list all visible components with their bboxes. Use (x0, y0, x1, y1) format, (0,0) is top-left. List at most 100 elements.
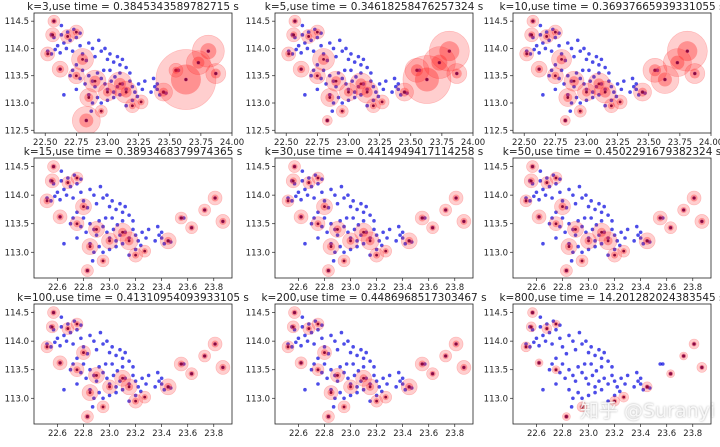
data-point (325, 58, 330, 63)
data-point (625, 373, 630, 378)
data-point (92, 227, 96, 232)
cluster-center (93, 79, 97, 83)
x-tick-label: 23.4 (393, 283, 412, 293)
data-point (547, 73, 551, 78)
data-point (569, 46, 574, 51)
data-point (356, 369, 361, 373)
data-point (118, 93, 122, 97)
data-point (567, 241, 571, 246)
data-point (79, 323, 83, 327)
cluster-center (52, 19, 56, 23)
data-point (584, 98, 589, 103)
data-point (571, 396, 575, 401)
data-point (62, 41, 66, 45)
data-point (300, 169, 305, 173)
cluster-center (52, 311, 55, 314)
data-point (176, 68, 181, 73)
data-point (110, 345, 114, 349)
data-point (554, 356, 558, 361)
data-point (641, 241, 646, 246)
cluster-center (307, 327, 311, 330)
cluster-center (74, 74, 78, 78)
data-point (554, 327, 558, 332)
data-point (597, 233, 601, 237)
data-point (127, 236, 131, 240)
x-tick-label: 22.75 (64, 138, 88, 148)
data-point (374, 393, 379, 398)
cluster-center (362, 376, 365, 380)
data-point (86, 73, 91, 78)
cluster-center (58, 215, 62, 219)
data-point (580, 342, 584, 346)
data-point (123, 376, 127, 381)
data-point (316, 181, 320, 186)
data-point (661, 362, 665, 366)
data-point (59, 179, 64, 183)
data-point (81, 362, 86, 366)
cluster-center (692, 342, 696, 346)
data-point (333, 339, 337, 343)
data-point (607, 71, 611, 75)
subplot-title: k=50,use time = 0.4502291679382324 s (503, 146, 720, 158)
data-point (90, 405, 95, 409)
data-point (101, 196, 105, 200)
data-point (120, 57, 125, 62)
data-point (622, 79, 626, 83)
data-point (638, 236, 643, 240)
cluster-center (293, 19, 297, 23)
x-tick-label: 23.8 (445, 429, 464, 439)
cluster-center (444, 208, 448, 212)
subplot-title: k=10,use time = 0.36937665939331055 s (499, 1, 720, 13)
data-point (290, 52, 295, 56)
data-point (115, 84, 120, 89)
x-tick-label: 22.8 (74, 283, 93, 293)
data-point (292, 181, 297, 186)
cluster-center (221, 220, 225, 223)
data-point (551, 319, 556, 323)
data-point (155, 87, 160, 92)
data-point (565, 73, 570, 78)
data-point (342, 250, 346, 255)
data-point (359, 93, 363, 97)
cluster-center (692, 196, 696, 200)
data-point (168, 240, 173, 244)
subplot-1: k=3,use time = 0.3845343589782715 s 22.50… (5, 1, 245, 148)
cluster-center (653, 68, 657, 72)
data-point (101, 370, 105, 375)
data-point (625, 227, 630, 232)
data-point (85, 205, 90, 210)
data-point (606, 359, 610, 363)
x-tick-label: 22.75 (305, 138, 329, 148)
data-point (541, 241, 545, 246)
data-point (157, 93, 162, 97)
data-point (88, 187, 92, 192)
cluster-center (196, 61, 200, 65)
data-point (344, 46, 348, 51)
data-point (79, 177, 83, 181)
data-point (339, 184, 344, 189)
x-tick-label: 23.50 (399, 138, 423, 148)
cluster-center (213, 196, 217, 200)
data-point (342, 396, 346, 401)
data-point (351, 345, 355, 349)
data-point (368, 359, 372, 363)
cluster-center (221, 366, 225, 369)
data-point (584, 376, 588, 381)
data-point (554, 236, 558, 240)
cluster-center (587, 239, 590, 243)
cluster-center (293, 311, 296, 314)
data-point (400, 236, 405, 240)
data-point (338, 244, 342, 249)
data-point (636, 233, 640, 237)
x-tick-label: 23.50 (158, 138, 182, 148)
data-point (114, 385, 118, 389)
data-point (128, 79, 132, 83)
data-point (417, 68, 422, 73)
data-point (387, 373, 392, 378)
data-point (303, 387, 307, 392)
x-tick-label: 22.75 (543, 138, 567, 148)
cluster-center (286, 345, 290, 349)
data-point (329, 367, 333, 372)
data-point (560, 199, 565, 203)
data-point (335, 233, 340, 237)
